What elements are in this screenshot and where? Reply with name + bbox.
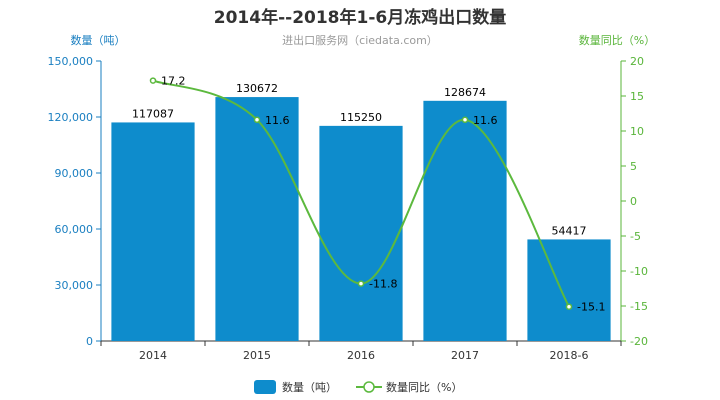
x-tick-label: 2016 xyxy=(347,349,375,362)
right-tick-label: -10 xyxy=(630,265,648,278)
bar-series xyxy=(111,97,611,342)
line-value-label: -11.8 xyxy=(369,278,397,291)
left-tick-label: 120,000 xyxy=(48,111,94,124)
left-axis-title: 数量（吨） xyxy=(71,34,126,47)
x-tick-label: 2018-6 xyxy=(550,349,589,362)
right-axis: -20 -15 -10 -5 0 5 10 15 20 xyxy=(620,55,648,348)
bar xyxy=(527,239,611,341)
right-tick-label: 10 xyxy=(630,125,644,138)
right-axis-title: 数量同比（%） xyxy=(579,34,655,47)
x-tick-label: 2015 xyxy=(243,349,271,362)
left-tick-label: 150,000 xyxy=(48,55,94,68)
bar xyxy=(423,100,507,341)
left-tick-label: 0 xyxy=(86,335,93,348)
line-point xyxy=(149,77,157,84)
right-tick-label: 15 xyxy=(630,90,644,103)
x-tick-label: 2014 xyxy=(139,349,167,362)
line-point xyxy=(357,280,365,287)
legend-line-label: 数量同比（%） xyxy=(386,381,462,394)
legend-bar-label: 数量（吨） xyxy=(282,381,337,394)
bar-value-label: 130672 xyxy=(236,82,278,95)
line-point xyxy=(461,116,469,124)
line-value-label: 11.6 xyxy=(265,114,290,127)
line-value-label: 17.2 xyxy=(161,75,186,88)
bar xyxy=(215,97,299,341)
bar xyxy=(111,122,195,342)
bar-value-label: 54417 xyxy=(552,224,587,237)
line-point xyxy=(565,303,573,310)
line-point xyxy=(253,116,261,124)
line-series xyxy=(149,77,573,310)
legend-line-marker xyxy=(363,381,375,393)
right-tick-label: 0 xyxy=(630,195,637,208)
line-value-label: 11.6 xyxy=(473,114,498,127)
right-tick-label: 20 xyxy=(630,55,644,68)
right-tick-label: -20 xyxy=(630,335,648,348)
x-axis: 2014 2015 2016 2017 2018-6 xyxy=(100,340,622,362)
line-value-label: -15.1 xyxy=(577,301,605,314)
left-tick-label: 30,000 xyxy=(55,279,94,292)
left-tick-label: 60,000 xyxy=(55,223,94,236)
bar-value-label: 117087 xyxy=(132,107,174,120)
bar-value-label: 115250 xyxy=(340,111,382,124)
bar-value-label: 128674 xyxy=(444,86,486,99)
legend: 数量（吨） 数量同比（%） xyxy=(254,380,462,394)
left-axis: 0 30,000 60,000 90,000 120,000 150,000 xyxy=(48,55,102,348)
x-tick-label: 2017 xyxy=(451,349,479,362)
chart-title: 2014年--2018年1-6月冻鸡出口数量 xyxy=(214,7,506,28)
right-tick-label: -15 xyxy=(630,300,648,313)
chart-subtitle: 进出口服务网（ciedata.com） xyxy=(282,33,438,47)
data-labels: 117087 130672 115250 128674 54417 17.2 11.6 -11… xyxy=(132,75,605,314)
bar xyxy=(319,125,403,341)
right-tick-label: 5 xyxy=(630,160,637,173)
left-tick-label: 90,000 xyxy=(55,167,94,180)
legend-bar-swatch xyxy=(254,380,276,394)
right-tick-label: -5 xyxy=(630,230,641,243)
line-path xyxy=(152,79,570,308)
